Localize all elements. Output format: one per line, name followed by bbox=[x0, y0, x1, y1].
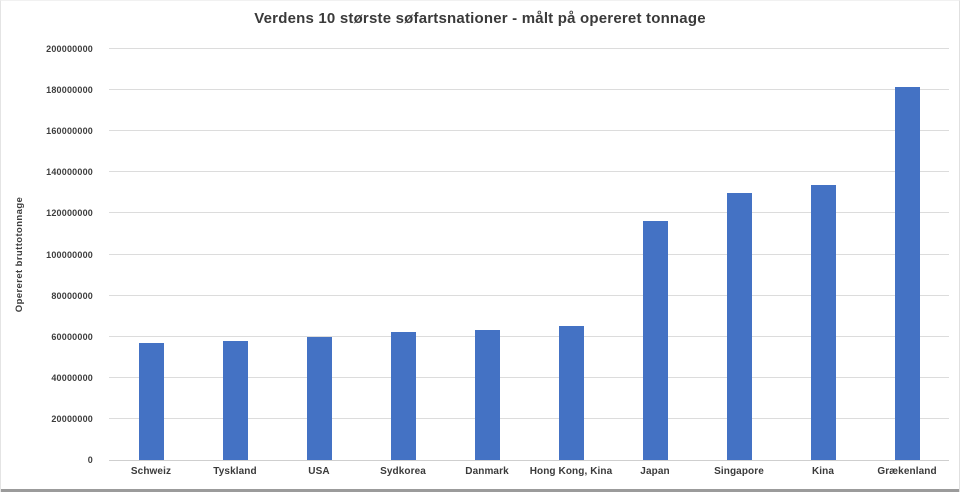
x-category-label: Japan bbox=[640, 466, 670, 477]
bar-slot bbox=[613, 49, 697, 460]
bar bbox=[390, 331, 416, 460]
bars-container bbox=[109, 49, 949, 460]
bar bbox=[726, 192, 752, 460]
y-tick-label: 0 bbox=[87, 455, 93, 465]
y-tick-label: 20000000 bbox=[51, 413, 93, 424]
x-axis-labels: Schweiz Tyskland USA Sydkorea Danmark Hong Ko… bbox=[109, 466, 949, 477]
gridline bbox=[109, 253, 949, 255]
y-tick-label: 80000000 bbox=[51, 290, 93, 301]
bar-slot bbox=[361, 49, 445, 460]
gridline bbox=[109, 48, 949, 49]
y-tick-label: 180000000 bbox=[46, 85, 93, 96]
bar bbox=[222, 340, 248, 460]
bar-slot bbox=[865, 49, 949, 460]
bar bbox=[558, 326, 584, 460]
x-category-label: Kina bbox=[811, 466, 835, 477]
y-tick-label: 40000000 bbox=[51, 372, 93, 383]
y-tick-label: 120000000 bbox=[46, 208, 93, 219]
gridline bbox=[109, 376, 949, 378]
x-category-label: USA bbox=[308, 466, 330, 477]
x-category-label: Schweiz bbox=[130, 466, 172, 477]
bar-slot bbox=[697, 49, 781, 460]
x-category-label: Singapore bbox=[714, 466, 764, 477]
x-category-label: Hong Kong, Kina bbox=[529, 466, 613, 477]
x-category-label: Tyskland bbox=[213, 466, 257, 477]
y-tick-label: 140000000 bbox=[46, 167, 93, 178]
x-category-label: Sydkorea bbox=[380, 466, 426, 477]
chart-title: Verdens 10 største søfartsnationer - mål… bbox=[254, 10, 706, 27]
y-tick-label: 100000000 bbox=[46, 249, 93, 260]
plot-area bbox=[109, 48, 949, 461]
gridline bbox=[109, 335, 949, 337]
bar bbox=[306, 336, 332, 460]
bar-slot bbox=[109, 49, 193, 460]
y-axis-labels: 0 20000000 40000000 60000000 80000000 1000000… bbox=[1, 44, 101, 465]
y-tick-label: 200000000 bbox=[46, 44, 93, 54]
bar bbox=[810, 184, 836, 460]
x-category-label: Danmark bbox=[465, 466, 509, 477]
bar-slot bbox=[277, 49, 361, 460]
gridline bbox=[109, 171, 949, 173]
bar-slot bbox=[529, 49, 613, 460]
bar bbox=[642, 220, 668, 460]
y-tick-label: 60000000 bbox=[51, 331, 93, 342]
bar-slot bbox=[445, 49, 529, 460]
gridline bbox=[109, 130, 949, 132]
bar bbox=[474, 329, 500, 460]
bar bbox=[138, 342, 164, 460]
bar-slot bbox=[781, 49, 865, 460]
bottom-window-edge bbox=[1, 489, 959, 492]
y-tick-label: 160000000 bbox=[46, 126, 93, 137]
gridline bbox=[109, 417, 949, 419]
x-category-label: Grækenland bbox=[877, 466, 937, 477]
bar-slot bbox=[193, 49, 277, 460]
gridline bbox=[109, 294, 949, 296]
bar bbox=[894, 87, 920, 460]
gridline bbox=[109, 89, 949, 91]
gridline bbox=[109, 212, 949, 214]
